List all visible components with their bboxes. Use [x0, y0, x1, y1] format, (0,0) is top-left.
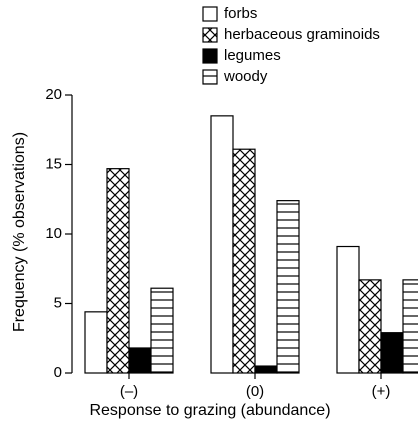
legend-swatch	[202, 6, 218, 22]
y-axis-label: Frequency (% observations)	[11, 132, 28, 332]
legend-label: forbs	[224, 5, 257, 22]
x-tick-label: (+)	[372, 383, 391, 400]
bar	[402, 279, 418, 374]
legend-label: woody	[223, 68, 268, 85]
y-tick-label: 15	[45, 155, 62, 172]
bar	[336, 245, 360, 374]
x-axis-label: Response to grazing (abundance)	[89, 402, 330, 419]
bar	[254, 365, 278, 374]
y-tick-label: 5	[54, 294, 62, 311]
bar	[276, 200, 300, 374]
legend-label: herbaceous graminoids	[224, 26, 380, 43]
bar	[210, 115, 234, 374]
y-tick-label: 10	[45, 225, 62, 242]
y-tick-label: 0	[54, 364, 62, 381]
legend-label: legumes	[224, 47, 281, 64]
legend-swatch	[202, 48, 218, 64]
bar	[380, 332, 404, 374]
bar	[84, 311, 108, 374]
x-tick-label: (–)	[120, 383, 138, 400]
legend-swatch	[202, 27, 218, 43]
bar	[106, 168, 130, 374]
legend-swatch	[202, 69, 218, 85]
bar	[358, 279, 382, 374]
bar	[150, 287, 174, 374]
bar	[232, 148, 256, 374]
x-tick-label: (0)	[246, 383, 264, 400]
y-tick-label: 20	[45, 86, 62, 103]
bar	[128, 347, 152, 374]
